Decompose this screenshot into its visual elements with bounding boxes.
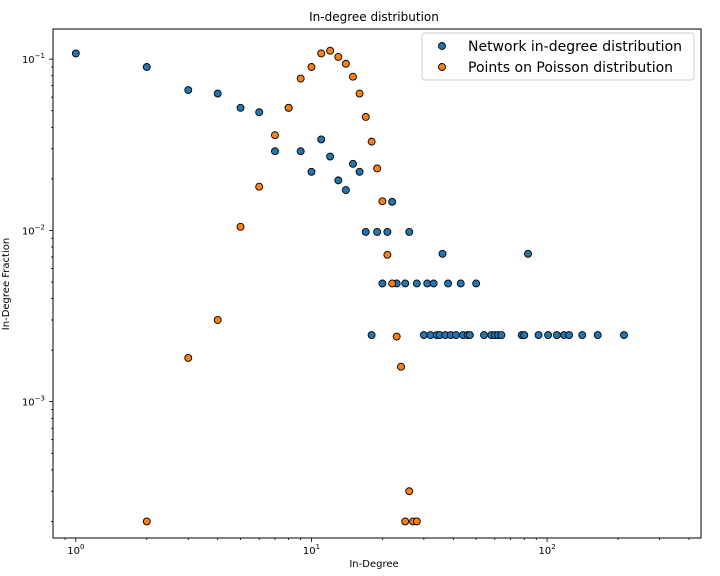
data-point xyxy=(578,331,587,339)
plot-area xyxy=(52,28,702,539)
data-point xyxy=(334,53,343,61)
axis-ticks: 100 101 102 10−3 10−2 10−1 xyxy=(22,52,690,557)
legend: Network in-degree distribution Points on … xyxy=(421,32,695,81)
data-point xyxy=(236,222,245,231)
chart-title: In-degree distribution xyxy=(309,10,439,24)
y-tick-label: 10−1 xyxy=(22,52,45,66)
data-point xyxy=(317,49,326,58)
x-tick-label: 102 xyxy=(538,543,555,557)
x-tick-label: 100 xyxy=(67,543,84,557)
data-point xyxy=(378,197,387,206)
data-point xyxy=(565,331,574,339)
data-point xyxy=(383,227,392,236)
data-point xyxy=(367,331,376,339)
data-point xyxy=(317,135,326,144)
data-point xyxy=(544,331,553,339)
data-point xyxy=(341,186,350,195)
data-point xyxy=(497,331,506,339)
data-point xyxy=(213,89,222,98)
data-point xyxy=(349,72,357,81)
data-point xyxy=(355,167,364,176)
data-point xyxy=(451,331,460,339)
y-tick-label: 10−3 xyxy=(22,395,45,409)
data-point xyxy=(620,331,628,339)
data-point xyxy=(438,249,447,258)
data-point xyxy=(552,331,561,339)
data-point xyxy=(334,176,343,185)
data-point xyxy=(71,49,80,58)
data-point xyxy=(271,131,279,140)
data-point xyxy=(412,517,421,526)
data-point xyxy=(326,46,335,55)
data-point xyxy=(401,279,410,288)
data-point xyxy=(405,487,414,496)
data-point xyxy=(419,331,428,339)
data-point xyxy=(373,227,382,236)
legend-label: Points on Poisson distribution xyxy=(468,60,673,76)
legend-marker xyxy=(438,42,446,50)
data-point xyxy=(472,279,481,288)
x-tick-label: 101 xyxy=(303,543,320,557)
data-point xyxy=(405,227,414,236)
data-point xyxy=(142,517,151,526)
data-point xyxy=(307,167,316,176)
data-point xyxy=(378,279,387,288)
data-point xyxy=(296,147,305,156)
data-point xyxy=(355,89,364,98)
data-point xyxy=(326,152,335,161)
series-1 xyxy=(142,46,421,526)
data-point xyxy=(349,159,357,168)
data-point xyxy=(296,74,305,83)
data-point xyxy=(271,147,279,156)
legend-label: Network in-degree distribution xyxy=(468,39,682,55)
data-point xyxy=(412,279,421,288)
x-axis-label: In-Degree xyxy=(349,559,398,570)
data-point xyxy=(520,331,529,339)
data-point xyxy=(397,362,405,371)
data-point xyxy=(392,332,401,341)
data-point xyxy=(388,197,397,206)
data-point xyxy=(524,249,532,258)
data-point xyxy=(255,182,264,191)
data-point xyxy=(284,103,293,112)
data-point xyxy=(142,63,151,71)
data-point xyxy=(401,517,410,526)
data-point xyxy=(341,59,350,68)
y-axis-label: In-Degree Fraction xyxy=(1,238,12,330)
legend-marker xyxy=(438,63,446,71)
data-point xyxy=(236,103,245,112)
data-point xyxy=(534,331,543,339)
y-tick-label: 10−2 xyxy=(22,223,45,237)
series-0 xyxy=(71,49,628,339)
data-point xyxy=(373,164,382,173)
data-point xyxy=(361,112,370,121)
legend-box xyxy=(421,32,695,81)
data-point xyxy=(361,227,370,236)
data-point xyxy=(184,86,193,95)
data-point xyxy=(255,108,264,117)
data-point xyxy=(367,137,376,146)
data-point xyxy=(307,63,316,71)
data-point xyxy=(429,279,438,288)
data-point xyxy=(480,331,488,339)
data-point xyxy=(465,331,474,339)
data-point xyxy=(213,316,222,324)
data-points xyxy=(71,46,628,526)
data-point xyxy=(184,354,193,362)
data-point xyxy=(593,331,602,339)
data-point xyxy=(388,279,397,288)
data-point xyxy=(456,279,465,288)
data-point xyxy=(383,250,392,259)
data-point xyxy=(444,279,453,288)
